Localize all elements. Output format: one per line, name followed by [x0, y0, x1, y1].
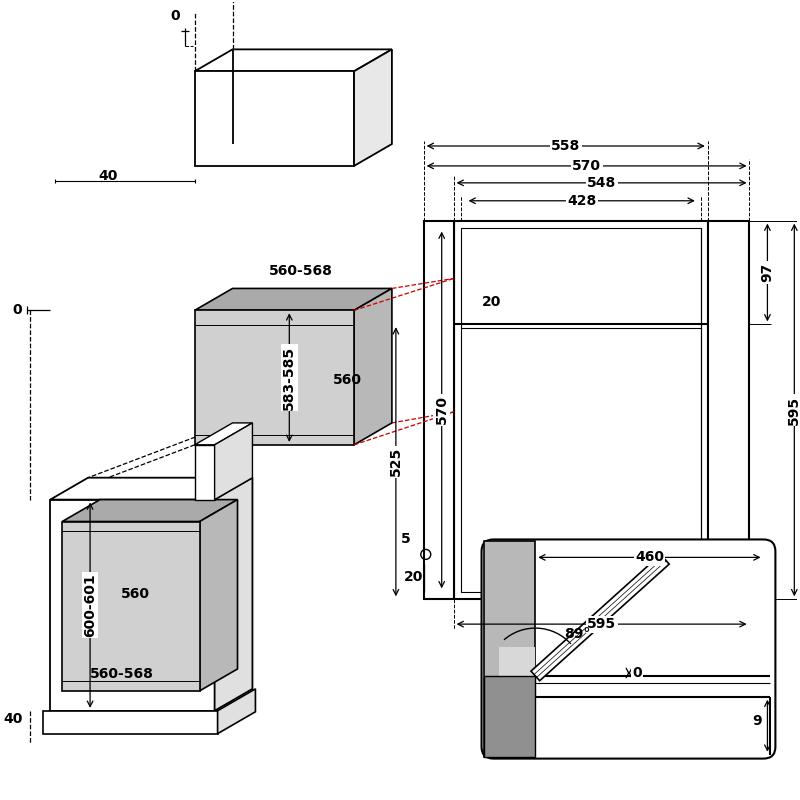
Bar	[194, 71, 354, 166]
Bar	[43, 710, 218, 734]
Text: 600-601: 600-601	[83, 574, 97, 637]
Text: 89°: 89°	[564, 627, 590, 641]
Text: 570: 570	[434, 395, 449, 425]
Bar	[708, 221, 750, 599]
FancyBboxPatch shape	[482, 539, 775, 758]
Text: 20: 20	[404, 570, 423, 584]
Text: 595: 595	[787, 395, 800, 425]
Polygon shape	[531, 554, 670, 681]
Bar	[483, 676, 535, 757]
Text: 560: 560	[333, 373, 362, 387]
Polygon shape	[218, 689, 255, 734]
Bar	[483, 542, 535, 757]
Text: 558: 558	[551, 139, 580, 153]
Text: 560: 560	[121, 587, 150, 602]
Polygon shape	[214, 423, 253, 500]
Text: 460: 460	[635, 550, 664, 564]
Polygon shape	[194, 289, 392, 310]
Bar	[499, 647, 535, 757]
Text: 20: 20	[482, 295, 501, 310]
Polygon shape	[214, 478, 253, 710]
Polygon shape	[354, 289, 392, 445]
Text: 0: 0	[170, 9, 180, 22]
Bar	[461, 228, 701, 592]
Text: 40: 40	[3, 712, 22, 726]
Polygon shape	[200, 500, 238, 691]
Bar	[424, 221, 454, 599]
Text: 0: 0	[13, 303, 22, 318]
Polygon shape	[50, 478, 253, 500]
Polygon shape	[194, 423, 253, 445]
Polygon shape	[354, 50, 392, 166]
Text: 560-568: 560-568	[90, 667, 154, 681]
Bar	[62, 522, 200, 691]
Text: 0: 0	[632, 666, 642, 680]
Text: 5: 5	[401, 533, 410, 546]
Bar	[50, 500, 214, 710]
Text: 595: 595	[587, 617, 616, 631]
Text: 40: 40	[98, 169, 118, 183]
Text: 428: 428	[567, 194, 596, 208]
Bar	[454, 221, 708, 599]
Text: 97: 97	[761, 263, 774, 282]
Polygon shape	[194, 50, 392, 71]
Text: 560-568: 560-568	[270, 263, 333, 278]
Text: 9: 9	[753, 714, 762, 728]
Bar	[194, 310, 354, 445]
Text: 570: 570	[572, 159, 601, 173]
Text: 525: 525	[389, 447, 403, 476]
Bar	[194, 445, 214, 500]
Polygon shape	[62, 500, 238, 522]
Text: 548: 548	[587, 176, 616, 190]
Text: 583-585: 583-585	[282, 346, 296, 410]
